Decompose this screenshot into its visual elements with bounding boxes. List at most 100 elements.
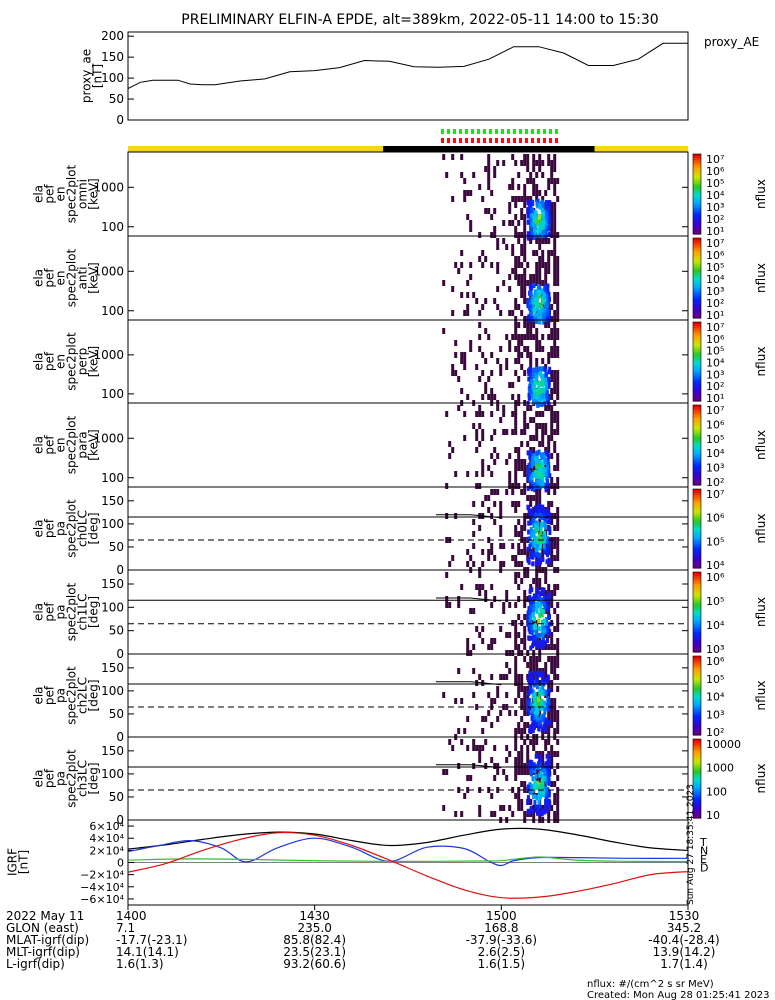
anti-colorbar-cell [693,238,701,241]
spectrogram-pixel [514,328,518,334]
ylabel-line: ch3LC [76,760,90,797]
spectrogram-pixel [556,555,560,561]
spectrogram-pixel [517,340,521,346]
spectrogram-pixel [534,710,538,716]
anti-colorbar-cell [693,302,701,305]
spectrogram-pixel [460,352,464,358]
spectrogram-pixel [502,280,506,286]
ch1LC-colorbar-cell [693,606,701,609]
spectrogram-pixel [523,483,527,489]
spectrogram-pixel [548,754,552,760]
spectrogram-pixel [547,780,551,786]
spectrogram-pixel [523,471,527,477]
anti-colorbar-label: nflux [754,263,768,293]
ch0LC-colorbar-cell [693,489,701,492]
spectrogram-pixel [514,232,518,238]
spectrogram-pixel [539,757,543,763]
ch2LC-colorbar-cell [693,729,701,732]
spectrogram-pixel [535,238,539,244]
spectrogram-pixel [532,523,536,529]
spectrogram-pixel [530,629,534,635]
spectrogram-pixel [540,779,544,785]
spectrogram-pixel [445,602,449,608]
spectrogram-pixel [496,262,500,268]
spectrogram-pixel [526,757,530,763]
spectrogram-pixel [505,775,509,781]
para-colorbar-cell [693,417,701,420]
spectrogram-pixel [532,739,536,745]
spectrogram-pixel [531,554,535,560]
anti-colorbar-cell [693,268,701,271]
spectrogram-pixel [533,552,537,558]
spectrogram-pixel [530,768,534,774]
spectrogram-pixel [472,668,476,674]
omni-colorbar-cell [693,210,701,213]
spectrogram-pixel [517,692,521,698]
spectrogram-pixel [511,310,515,316]
spectrogram-pixel [478,572,482,578]
ch2LC-colorbar-tick: 10⁴ [706,691,725,704]
spectrogram-pixel [530,379,534,385]
spectrogram-pixel [527,675,531,681]
spectrogram-pixel [545,766,549,772]
omni-colorbar-cell [693,206,701,209]
para-colorbar-cell [693,453,701,456]
spectrogram-pixel [553,793,557,799]
spectrogram-pixel [511,411,515,417]
spectrogram-pixel [529,807,533,813]
spectrogram-pixel [556,394,560,400]
spectrogram-pixel [457,376,461,382]
spectrogram-pixel [493,226,497,232]
spectrogram-pixel [460,698,464,704]
spectrogram-pixel [541,334,545,340]
ylabel-line: proxy_ae [80,49,94,103]
spectrogram-pixel [547,489,551,495]
spectrogram-pixel [543,768,547,774]
ylabel-line: pef [43,351,57,371]
spectrogram-pixel [511,196,515,202]
spectrogram-pixel [541,714,545,720]
spectrogram-pixel [530,479,534,485]
igrf-ytick-label: 4×10⁴ [89,832,124,845]
spectrogram-pixel [496,238,500,244]
spectrogram-pixel [541,635,545,641]
spectrogram-pixel [545,218,549,224]
spectrogram-pixel [544,608,548,614]
spectrogram-pixel [523,232,527,238]
spectrogram-pixel [537,479,541,485]
spectrogram-pixel [529,328,533,334]
spectrogram-pixel [514,644,518,650]
ch0LC-colorbar-cell [693,506,701,510]
spectrogram-pixel [529,322,533,328]
spectrogram-pixel [544,785,548,791]
ch0LC-ytick-label: 100 [101,517,124,531]
spectrogram-pixel [553,274,557,280]
spectrogram-pixel [517,483,521,489]
anti-colorbar-cell [693,242,701,245]
spectrogram-pixel [553,626,557,632]
omni-colorbar-cell [693,230,701,233]
spectrogram-pixel [530,230,534,236]
ch1LC-colorbar-tick: 10⁶ [706,571,725,584]
spectrogram-pixel [535,450,539,456]
spectrogram-pixel [487,376,491,382]
spectrogram-pixel [478,441,482,447]
spectrogram-pixel [548,206,551,212]
spectrogram-pixel [445,537,449,543]
spectrogram-pixel [481,435,485,441]
spectrogram-pixel [539,559,542,565]
spectrogram-pixel [532,274,536,280]
ylabel-line: ela [32,269,46,287]
perp-colorbar-cell [693,391,701,394]
perp-colorbar-cell [693,345,701,349]
spectrogram-pixel [526,213,530,219]
spectrogram-pixel [553,608,557,614]
para-frame [127,402,689,488]
ch2LC-colorbar-cell [693,695,701,699]
footer-row-value: 345.2 [667,921,701,935]
spectrogram-pixel [531,606,535,612]
ch1LC-frame [127,569,689,655]
footer-row-value: 1530 [669,909,700,923]
spectrogram-pixel [529,196,533,202]
para-colorbar-cell [693,465,701,468]
